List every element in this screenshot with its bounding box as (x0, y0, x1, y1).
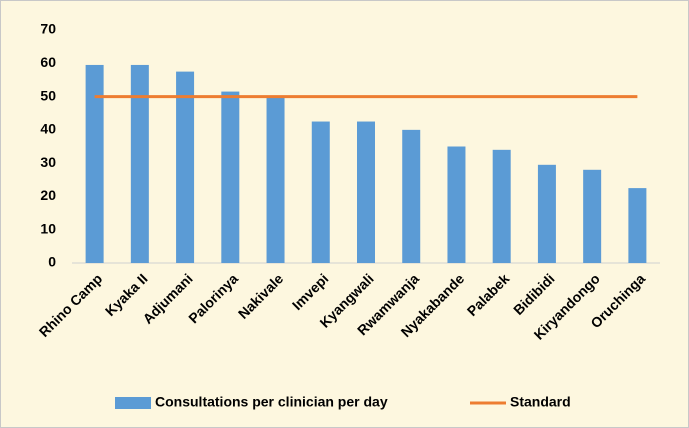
y-tick-label: 30 (40, 154, 56, 170)
bar (130, 64, 149, 263)
bar (85, 64, 104, 263)
bar (311, 121, 330, 264)
legend-swatch (115, 397, 151, 409)
y-tick-label: 70 (40, 21, 56, 37)
y-tick-label: 60 (40, 54, 56, 70)
bar (402, 129, 421, 263)
bar (537, 164, 556, 263)
y-tick-label: 0 (48, 254, 56, 270)
bar (221, 91, 240, 263)
bar (357, 121, 375, 264)
bar (492, 149, 511, 263)
y-tick-label: 10 (40, 220, 56, 236)
bar (628, 188, 647, 263)
legend-label: Standard (510, 394, 571, 410)
bar (583, 169, 602, 263)
bar (176, 71, 195, 263)
y-tick-label: 20 (40, 187, 56, 203)
y-tick-label: 40 (40, 121, 56, 137)
legend-label: Consultations per clinician per day (155, 394, 388, 410)
bar (266, 96, 285, 263)
y-tick-label: 50 (40, 87, 56, 103)
bar (447, 146, 466, 263)
